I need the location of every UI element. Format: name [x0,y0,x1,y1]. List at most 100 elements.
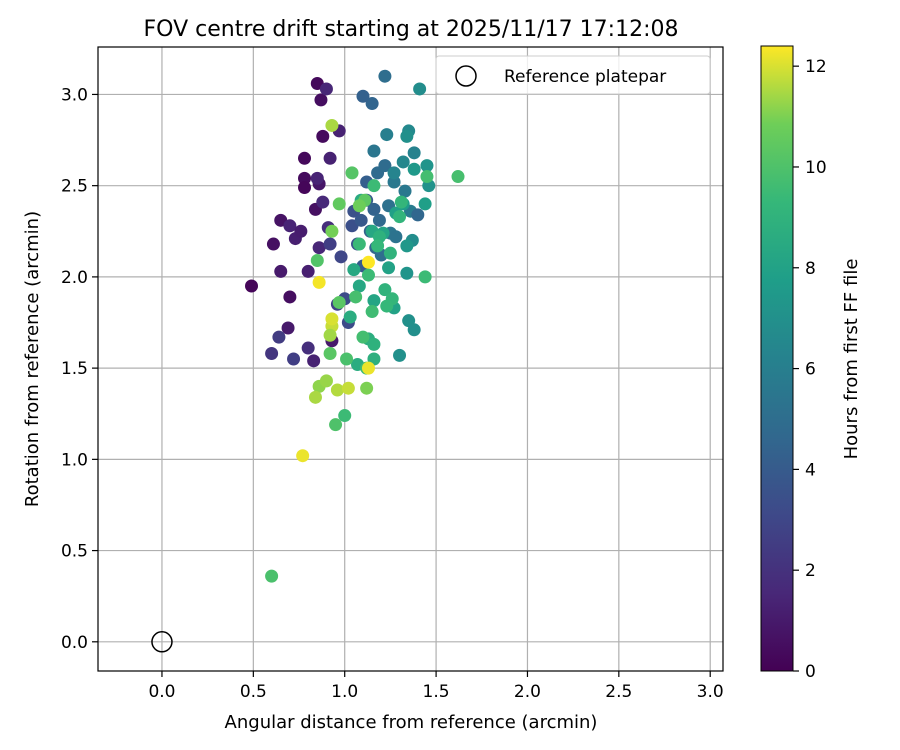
data-point [418,270,432,284]
data-point [310,171,324,185]
colorbar-tick-label: 4 [805,460,816,480]
data-point [420,159,434,173]
y-tick-label: 1.5 [61,359,88,379]
data-point [281,321,295,335]
data-point [372,213,386,227]
legend: Reference platepar [435,55,711,95]
data-point [360,381,374,395]
data-point [307,354,321,368]
colorbar-tick-label: 6 [805,360,816,380]
data-point [365,305,379,319]
data-point [400,239,414,253]
data-point [352,237,366,251]
colorbar-tick-label: 2 [805,561,816,581]
x-axis-ticks: 0.0 0.5 1.0 1.5 2.0 2.5 3.0 [148,671,724,702]
data-point [398,184,412,198]
x-tick-label: 0.0 [148,682,175,702]
data-point [378,69,392,83]
data-point [316,129,330,143]
data-point [393,210,407,224]
data-point [367,144,381,158]
colorbar-tick-label: 8 [805,259,816,279]
data-point [341,381,355,395]
y-tick-label: 3.0 [61,85,88,105]
data-point [380,299,394,313]
reference-marker [151,631,173,653]
x-tick-label: 3.0 [697,682,724,702]
data-point [245,279,259,293]
data-point [413,82,427,96]
data-point [340,352,354,366]
data-point [367,202,381,216]
colorbar-tick-label: 12 [805,57,827,77]
data-point [361,361,375,375]
data-point [334,250,348,264]
data-point [451,170,465,184]
data-point [330,383,344,397]
data-point [332,295,346,309]
data-point [389,230,403,244]
data-point [378,283,392,297]
data-point [352,279,366,293]
data-point [347,263,361,277]
data-point [294,224,308,238]
data-point [367,294,381,308]
data-point [298,151,312,165]
data-point [338,409,352,423]
x-tick-label: 2.5 [605,682,632,702]
data-point [407,323,421,337]
data-point [274,264,288,278]
data-point [407,162,421,176]
y-tick-label: 2.5 [61,177,88,197]
data-point [325,224,339,238]
data-point [382,261,396,275]
data-point [325,312,339,326]
data-point [319,374,333,388]
data-point [272,330,286,344]
x-tick-label: 1.5 [423,682,450,702]
colorbar-gradient [760,45,794,672]
x-axis-label: Angular distance from reference (arcmin) [225,712,598,733]
data-point [378,159,392,173]
data-point [265,347,279,361]
data-point [361,255,375,269]
chart-title: FOV centre drift starting at 2025/11/17 … [144,17,679,42]
data-point [367,337,381,351]
x-tick-label: 1.0 [331,682,358,702]
data-point [343,310,357,324]
colorbar-tick-label: 10 [805,158,827,178]
data-point [298,180,312,194]
data-point [312,241,326,255]
data-point [308,390,322,404]
x-tick-label: 0.5 [240,682,267,702]
data-point [420,170,434,184]
data-point [314,93,328,107]
data-points [245,69,465,583]
data-point [407,146,421,160]
data-point [418,197,432,211]
data-point [332,197,346,211]
data-point [383,246,397,260]
data-point [266,237,280,251]
legend-box [435,55,711,95]
data-point [411,208,425,222]
y-tick-label: 0.0 [61,633,88,653]
colorbar-ticks: 0 2 4 6 8 10 12 [793,57,827,682]
colorbar-tick-label: 0 [805,662,816,682]
x-tick-label: 2.0 [514,682,541,702]
data-point [312,275,326,289]
data-point [356,89,370,103]
y-tick-label: 0.5 [61,542,88,562]
data-point [283,290,297,304]
y-tick-label: 1.0 [61,450,88,470]
data-point [400,129,414,143]
data-point [367,179,381,193]
data-point [323,237,337,251]
data-point [387,166,401,180]
data-point [345,166,359,180]
data-point [361,268,375,282]
data-point [296,449,310,463]
data-point [393,348,407,362]
legend-marker [455,65,477,87]
